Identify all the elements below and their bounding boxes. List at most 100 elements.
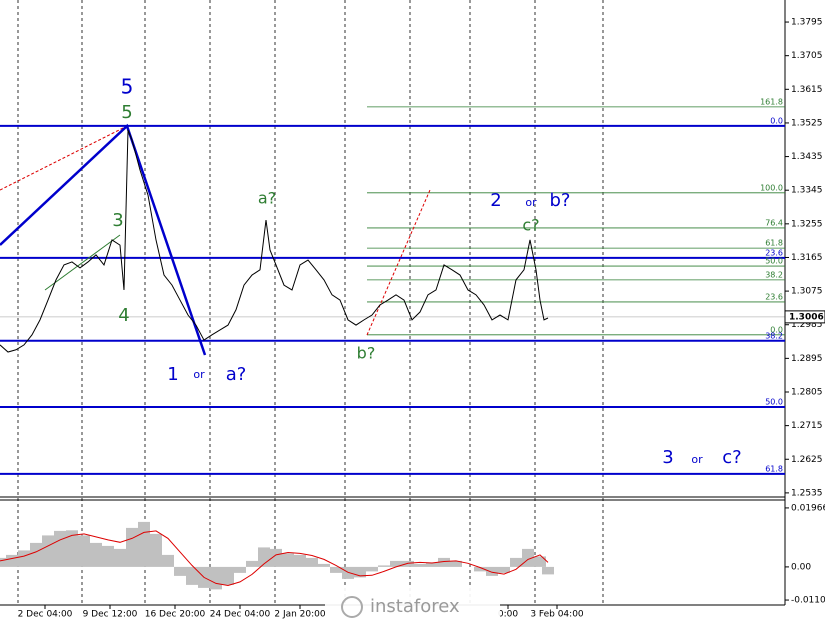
watermark-box: [325, 588, 500, 625]
wave-label: a?: [258, 189, 276, 208]
histogram-bar: [54, 530, 66, 567]
trend-line: [0, 125, 128, 191]
x-tick-label: 0:00: [498, 610, 518, 620]
histogram-bar: [354, 566, 366, 578]
wave-label: b?: [357, 344, 376, 363]
wave-label: c?: [722, 447, 741, 468]
signal-line: [0, 530, 549, 587]
histogram-bar: [270, 548, 282, 567]
y-tick-label: 1.2985: [791, 320, 823, 330]
fib-label: 38.2: [765, 331, 783, 340]
wave-label: or: [525, 196, 537, 209]
histogram-bar: [234, 566, 246, 573]
levels: 161.80.0100.076.461.823.650.038.223.60.0…: [0, 97, 785, 475]
y-tick-label: 1.3795: [791, 18, 823, 28]
fib-label: 0.0: [770, 325, 783, 334]
y-tick-label: 1.2625: [791, 455, 823, 465]
wave-label: 5: [121, 75, 134, 99]
fib-label: 100.0: [760, 183, 783, 192]
y-tick-label: 1.3525: [791, 118, 823, 128]
x-tick-label: 2 Jan 20:00: [274, 610, 326, 620]
histogram-bar: [366, 566, 378, 572]
current-price-label: 1.3006: [789, 312, 824, 322]
oscillator: [0, 521, 554, 590]
histogram-bar: [414, 563, 426, 567]
fib-label: 23.6: [765, 292, 783, 301]
wave-drawings: [0, 123, 431, 356]
histogram-bar: [402, 560, 414, 567]
fib-label: 0.0: [770, 116, 783, 125]
x-tick-label: 24 Dec 04:00: [210, 610, 271, 620]
histogram-bar: [390, 560, 402, 567]
y-tick-label: 1.3705: [791, 51, 823, 61]
wave-label: 3: [112, 210, 123, 231]
fib-label: 50.0: [765, 397, 783, 406]
histogram-bar: [6, 554, 18, 567]
histogram-bar: [438, 557, 450, 567]
histogram-bar: [126, 527, 138, 567]
y-tick-label: 1.2805: [791, 387, 823, 397]
histogram-bar: [542, 566, 554, 575]
watermark-logo: [341, 596, 363, 618]
wave-label: a?: [226, 364, 247, 385]
histogram-bar: [222, 566, 234, 585]
histogram-bar: [18, 550, 30, 567]
fib-label: 23.6: [765, 248, 783, 257]
fib-label: 50.0: [765, 257, 783, 266]
y-tick-label: 1.3435: [791, 152, 823, 162]
histogram-bar: [378, 565, 390, 567]
wave-label: b?: [550, 190, 571, 211]
histogram-bar: [246, 560, 258, 567]
wave-label: 3: [662, 447, 673, 468]
fib-label: 76.4: [765, 218, 783, 227]
watermark: instaforex: [325, 588, 500, 625]
histogram-bar: [150, 533, 162, 567]
histogram-bar: [294, 554, 306, 567]
y-tick-label: 1.3615: [791, 85, 823, 95]
y-tick-label: 1.3255: [791, 219, 823, 229]
x-tick-label: 16 Dec 20:00: [145, 610, 206, 620]
wave-line: [44, 234, 121, 291]
histogram-bar: [114, 548, 126, 567]
y-tick-label: 1.2535: [791, 488, 823, 498]
histogram-bar: [342, 566, 354, 579]
labels: 1.3795 1.3705 1.3615 1.3525 1.3435 1.3345 1.32…: [18, 18, 825, 620]
histogram-bar: [486, 566, 498, 576]
x-tick-label: 3 Feb 04:00: [530, 610, 584, 620]
histogram-bar: [306, 557, 318, 567]
wave-line: [0, 123, 207, 356]
y-tick-label: 0.00: [791, 562, 811, 572]
y-tick-label: 0.01966: [791, 503, 825, 513]
series: [0, 129, 549, 353]
grid: [17, 0, 604, 605]
histogram-bar: [0, 557, 6, 567]
histogram-bar: [510, 557, 522, 567]
wave-label: 1: [167, 364, 178, 385]
fib-label: 61.8: [765, 464, 783, 473]
y-tick-label: 1.3165: [791, 253, 823, 263]
watermark-text: instaforex: [370, 596, 460, 617]
wave-label: 4: [118, 305, 129, 326]
y-tick-label: 1.3345: [791, 186, 823, 196]
wave-label: or: [691, 453, 703, 466]
histogram-bar: [426, 562, 438, 567]
wave-label: 5: [121, 102, 132, 123]
histogram-bar: [282, 553, 294, 567]
histogram-bar: [450, 560, 462, 567]
histogram-bar: [42, 535, 54, 567]
histogram-bar: [162, 554, 174, 567]
fib-label: 38.2: [765, 270, 783, 279]
wave-label: 2: [490, 190, 501, 211]
x-tick-label: 9 Dec 12:00: [83, 610, 138, 620]
price-line: [0, 129, 549, 353]
histogram-bar: [210, 566, 222, 590]
histogram-bar: [186, 566, 198, 585]
x-tick-label: 2 Dec 04:00: [18, 610, 73, 620]
histogram-bar: [66, 530, 78, 567]
price-tag: [784, 310, 825, 324]
histogram-bar: [534, 556, 546, 567]
histogram-bar: [78, 535, 90, 567]
